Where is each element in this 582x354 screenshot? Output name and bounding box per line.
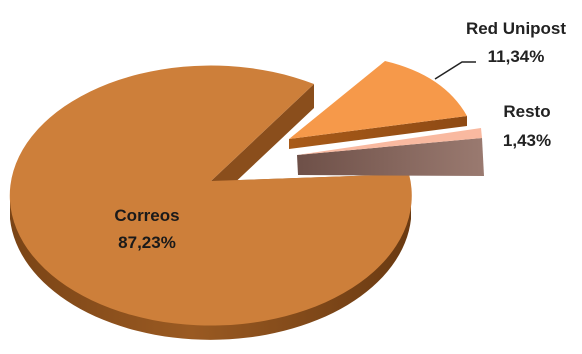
value-red-unipost: 11,34%	[488, 47, 545, 66]
leader-line-red-unipost	[434, 61, 476, 80]
slice-red-unipost-side	[289, 116, 467, 149]
slice-resto-side	[297, 138, 484, 176]
label-red-unipost: Red Unipost	[466, 19, 566, 38]
value-correos: 87,23%	[118, 233, 176, 252]
slice-correos-top	[9, 65, 412, 326]
slice-resto	[297, 128, 484, 176]
slice-correos-cut-wall	[211, 84, 314, 205]
slice-red-unipost-top	[289, 61, 467, 139]
label-correos: Correos	[114, 206, 179, 225]
slice-red-unipost	[289, 61, 467, 149]
slice-resto-top	[297, 128, 482, 155]
label-resto: Resto	[503, 102, 550, 121]
value-resto: 1,43%	[503, 131, 551, 150]
slice-correos	[9, 65, 412, 340]
